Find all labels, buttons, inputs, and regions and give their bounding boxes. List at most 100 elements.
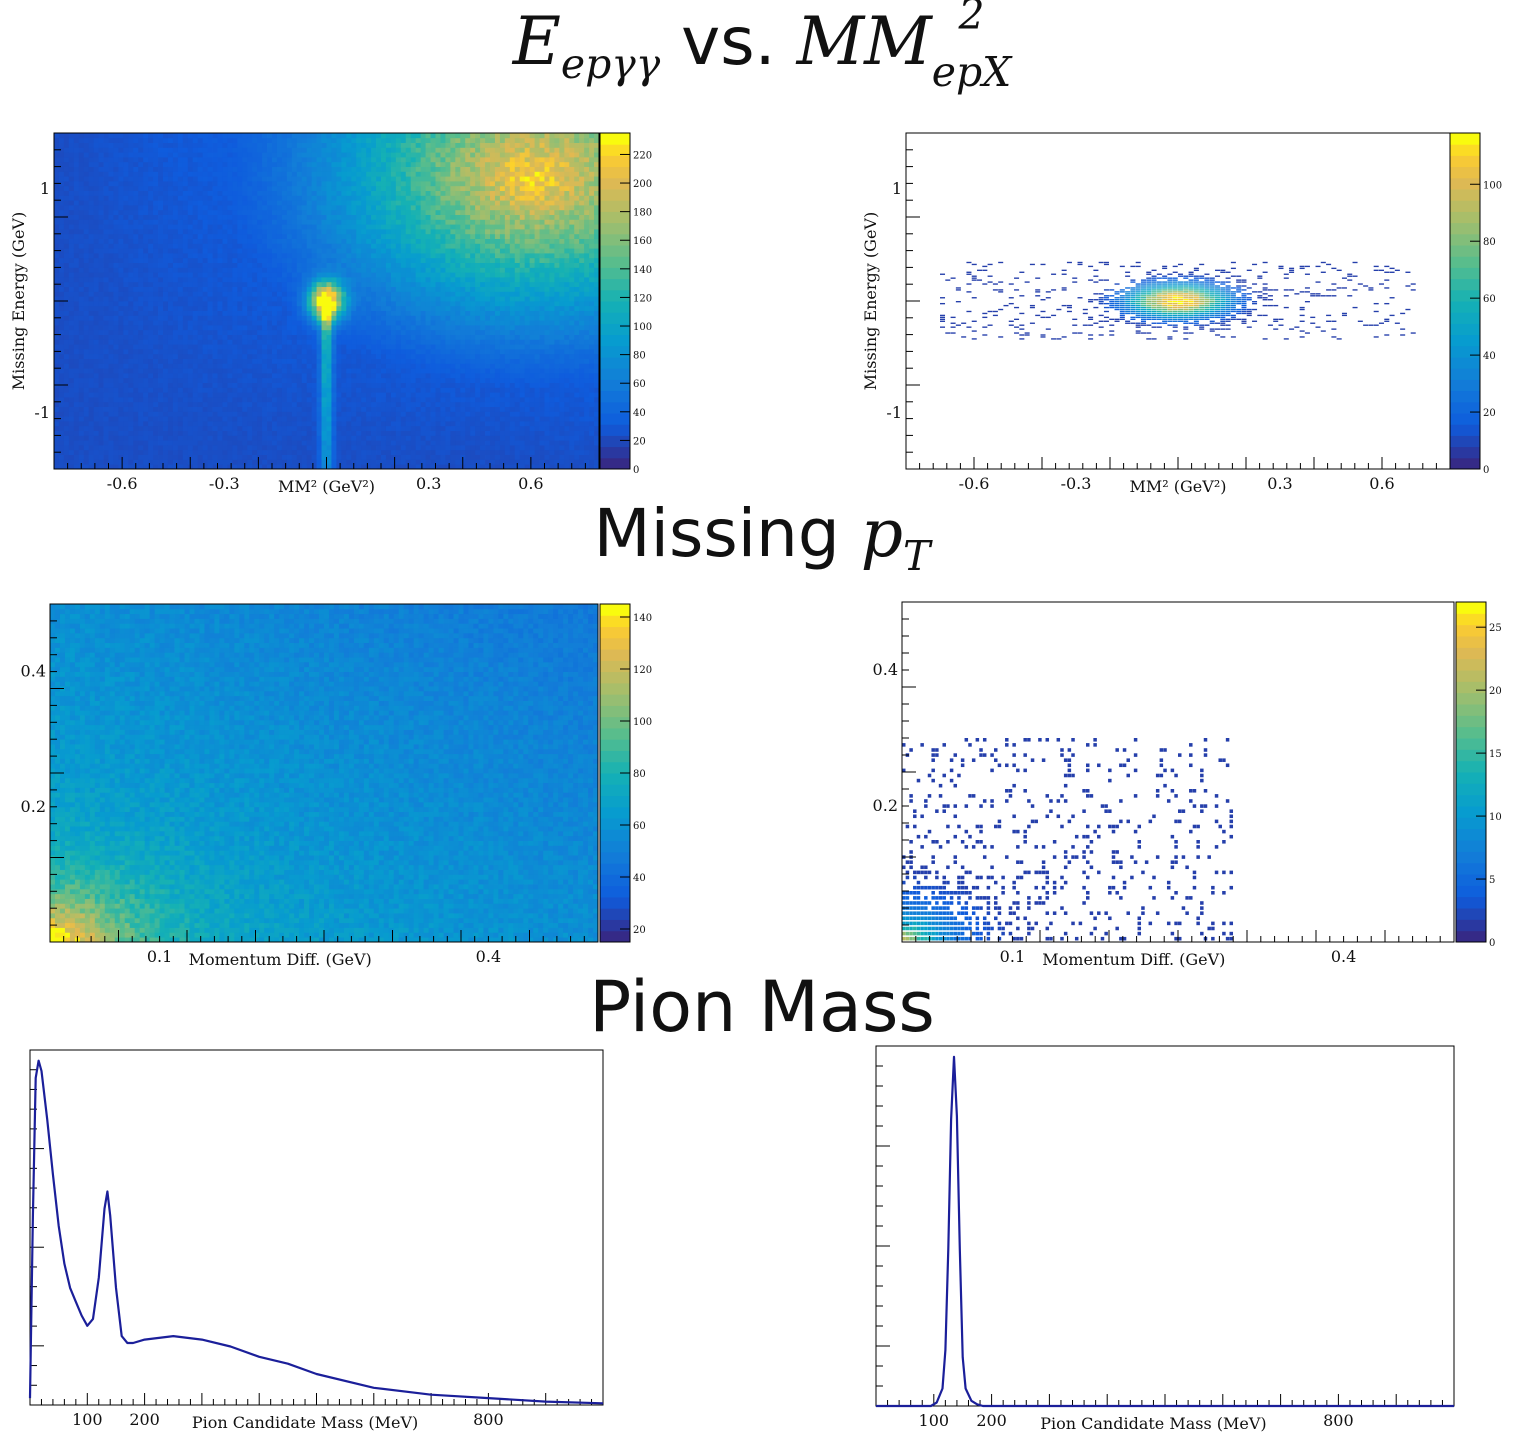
heatmap-cell — [237, 397, 243, 403]
heatmap-cell — [163, 176, 169, 182]
heatmap-cell — [247, 214, 253, 220]
heatmap-cell — [68, 344, 75, 350]
heatmap-cell — [301, 387, 308, 393]
heatmap-cell — [381, 430, 387, 436]
heatmap-cell — [281, 416, 288, 422]
heatmap-cell — [272, 464, 278, 470]
heatmap-cell — [83, 464, 90, 470]
heatmap-cell — [108, 305, 114, 311]
heatmap-cell — [267, 214, 273, 220]
heatmap-cell — [232, 195, 238, 201]
heatmap-cell — [212, 411, 218, 417]
heatmap-cell — [227, 329, 233, 335]
heatmap-cell — [242, 272, 248, 278]
heatmap-cell — [390, 229, 397, 235]
heatmap-cell — [108, 147, 114, 153]
heatmap-cell — [316, 373, 322, 379]
heatmap-cell — [118, 195, 124, 201]
heatmap-cell — [286, 200, 293, 206]
heatmap-cell — [202, 238, 208, 244]
heatmap-cell — [356, 445, 362, 451]
heatmap-cell — [390, 440, 397, 446]
heatmap-cell — [172, 325, 179, 331]
heatmap-cell — [262, 157, 268, 163]
heatmap-cell — [242, 421, 248, 427]
heatmap-cell — [296, 219, 303, 225]
heatmap-cell — [202, 464, 208, 470]
heatmap-cell — [128, 397, 134, 403]
heatmap-cell — [93, 286, 99, 292]
heatmap-cell — [227, 397, 233, 403]
heatmap-cell — [83, 257, 90, 263]
heatmap-cell — [296, 358, 303, 364]
heatmap-cell — [138, 435, 144, 441]
heatmap-cell — [123, 382, 129, 388]
heatmap-cell — [148, 464, 154, 470]
heatmap-cell — [128, 142, 134, 148]
heatmap-cell — [390, 358, 397, 364]
heatmap-cell — [58, 267, 65, 273]
heatmap-cell — [321, 262, 327, 268]
heatmap-cell — [143, 305, 149, 311]
heatmap-cell — [153, 454, 159, 460]
heatmap-cell — [143, 137, 149, 143]
heatmap-cell — [326, 272, 332, 278]
heatmap-cell — [247, 435, 253, 441]
heatmap-cell — [68, 238, 75, 244]
heatmap-cell — [390, 401, 397, 407]
heatmap-cell — [153, 449, 159, 455]
heatmap-cell — [346, 233, 352, 239]
heatmap-cell — [167, 229, 174, 235]
heatmap-cell — [197, 161, 204, 167]
heatmap-cell — [118, 137, 124, 143]
heatmap-cell — [143, 344, 149, 350]
heatmap-cell — [163, 137, 169, 143]
heatmap-cell — [257, 334, 263, 340]
heatmap-cell — [222, 397, 228, 403]
heatmap-cell — [222, 233, 228, 239]
heatmap-cell — [376, 195, 382, 201]
title-mm-superscript: 2 — [958, 0, 985, 39]
heatmap-cell — [54, 229, 60, 235]
heatmap-cell — [306, 281, 313, 287]
heatmap-cell — [321, 301, 327, 307]
heatmap-cell — [272, 257, 278, 263]
heatmap-cell — [371, 176, 377, 182]
heatmap-cell — [311, 301, 317, 307]
heatmap-cell — [272, 205, 278, 211]
heatmap-cell — [331, 272, 337, 278]
heatmap-cell — [247, 339, 253, 345]
heatmap-cell — [128, 334, 134, 340]
heatmap-cell — [207, 272, 213, 278]
heatmap-cell — [212, 248, 218, 254]
heatmap-cell — [281, 209, 288, 215]
heatmap-cell — [73, 272, 80, 278]
heatmap-cell — [281, 397, 288, 403]
heatmap-cell — [267, 368, 273, 374]
heatmap-cell — [296, 214, 303, 220]
heatmap-cell — [202, 200, 208, 206]
heatmap-cell — [311, 200, 317, 206]
heatmap-cell — [351, 152, 357, 158]
heatmap-cell — [356, 142, 362, 148]
heatmap-cell — [366, 277, 372, 283]
heatmap-cell — [153, 425, 159, 431]
heatmap-cell — [227, 440, 233, 446]
heatmap-cell — [232, 267, 238, 273]
heatmap-cell — [123, 449, 129, 455]
heatmap-cell — [296, 296, 303, 302]
heatmap-cell — [400, 320, 407, 326]
heatmap-cell — [296, 281, 303, 287]
heatmap-cell — [351, 445, 357, 451]
heatmap-cell — [163, 454, 169, 460]
heatmap-cell — [187, 248, 194, 254]
heatmap-cell — [301, 440, 308, 446]
heatmap-cell — [93, 363, 99, 369]
heatmap-cell — [390, 277, 397, 283]
heatmap-cell — [143, 315, 149, 321]
heatmap-cell — [93, 161, 99, 167]
heatmap-cell — [232, 257, 238, 263]
heatmap-cell — [207, 243, 213, 249]
heatmap-cell — [113, 171, 119, 177]
heatmap-cell — [400, 253, 407, 259]
